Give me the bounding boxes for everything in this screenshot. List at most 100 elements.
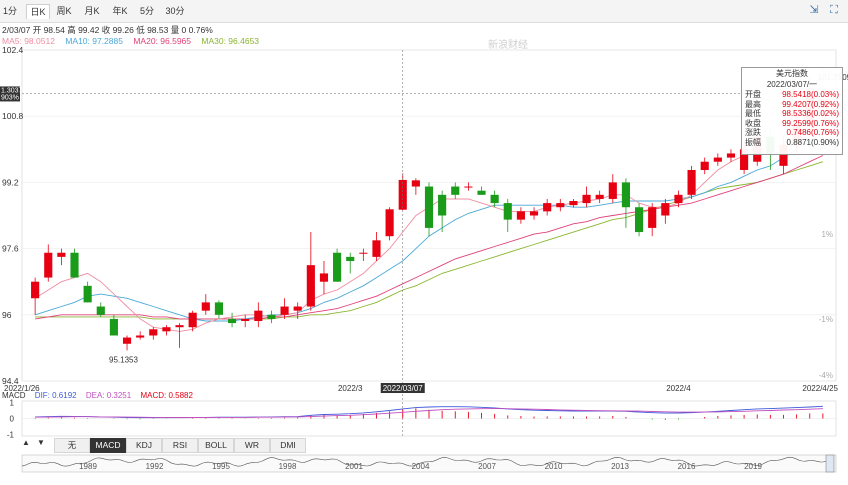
candle[interactable] — [293, 302, 302, 319]
tab-30min[interactable]: 30分 — [165, 6, 185, 16]
tab-1min[interactable]: 1分 — [2, 6, 17, 16]
scroll-down-button[interactable]: ▼ — [37, 438, 45, 447]
candle[interactable] — [122, 335, 132, 351]
price-tick-label: 94.4 — [2, 376, 19, 386]
candle-body — [608, 182, 617, 199]
indicator-tab-rsi[interactable]: RSI — [162, 438, 198, 453]
tab-monthly[interactable]: 月K — [84, 6, 100, 16]
candle[interactable] — [503, 198, 512, 233]
navigator-year-label: 2007 — [478, 462, 496, 471]
candle[interactable] — [267, 310, 276, 324]
history-navigator[interactable] — [21, 454, 837, 473]
scroll-up-button[interactable]: ▲ — [22, 438, 30, 447]
indicator-tab-dmi[interactable]: DMI — [270, 438, 306, 453]
indicator-tab-macd[interactable]: MACD — [90, 438, 126, 453]
candle[interactable] — [451, 182, 460, 199]
candle[interactable] — [516, 207, 525, 224]
candle[interactable] — [201, 294, 210, 315]
candle[interactable] — [477, 186, 486, 195]
candle[interactable] — [556, 198, 565, 212]
candle[interactable] — [57, 248, 66, 266]
indicator-tab-kdj[interactable]: KDJ — [126, 438, 162, 453]
candle-body — [346, 256, 355, 262]
candle[interactable] — [582, 186, 591, 208]
candle[interactable] — [687, 165, 696, 199]
candle[interactable] — [634, 203, 644, 237]
tooltip-high-value: 99.4207(0.92%) — [782, 99, 839, 109]
candle[interactable] — [398, 173, 407, 211]
navigator-year-label: 2001 — [345, 462, 363, 471]
candle[interactable] — [346, 252, 355, 274]
candle[interactable] — [136, 331, 145, 340]
candle-body — [543, 203, 552, 212]
candle[interactable] — [372, 232, 381, 262]
candle[interactable] — [490, 190, 499, 208]
candle[interactable] — [529, 207, 539, 220]
tab-weekly[interactable]: 周K — [56, 6, 72, 16]
candle[interactable] — [175, 323, 184, 348]
candle[interactable] — [306, 232, 315, 311]
candle[interactable] — [280, 298, 289, 319]
candle[interactable] — [96, 302, 105, 317]
candle[interactable] — [44, 244, 53, 282]
candle-body — [293, 306, 302, 311]
dif-label: DIF: 0.6192 — [34, 391, 77, 400]
candle[interactable] — [424, 182, 434, 237]
indicator-tab-boll[interactable]: BOLL — [198, 438, 234, 453]
tab-yearly[interactable]: 年K — [112, 6, 128, 16]
tooltip-date: 2022/03/07/一 — [766, 80, 818, 89]
candle[interactable] — [109, 314, 118, 336]
ma10-line — [34, 132, 824, 322]
candle[interactable] — [713, 153, 722, 166]
candle[interactable] — [438, 190, 447, 233]
candle-body — [595, 194, 604, 199]
candle-body — [490, 194, 499, 204]
candle[interactable] — [700, 157, 709, 175]
candle[interactable] — [621, 178, 631, 228]
candle-body — [83, 285, 92, 303]
candle[interactable] — [319, 261, 329, 295]
candle[interactable] — [70, 248, 79, 278]
candle[interactable] — [648, 203, 657, 237]
candle-body — [687, 169, 696, 195]
candle[interactable] — [333, 248, 342, 282]
expand-icon[interactable]: ⇲ — [809, 4, 819, 16]
candle[interactable] — [31, 277, 40, 315]
ma20-label: MA20: 96.5965 — [133, 36, 191, 46]
candle[interactable] — [188, 310, 197, 332]
date-tick-label: 2022/4/25 — [802, 384, 838, 393]
candle[interactable] — [254, 302, 263, 328]
candle-body — [175, 325, 184, 328]
candle[interactable] — [608, 174, 617, 204]
candle[interactable] — [726, 149, 736, 162]
candle-body — [267, 314, 276, 319]
settings-icon[interactable]: ⛶ — [830, 4, 838, 16]
candle[interactable] — [569, 198, 578, 208]
tab-5min[interactable]: 5分 — [139, 6, 154, 16]
candle[interactable] — [661, 198, 670, 224]
indicator-tab-none[interactable]: 无 — [54, 438, 90, 453]
candle-body — [451, 186, 460, 195]
candle[interactable] — [359, 248, 368, 262]
candle[interactable] — [214, 300, 224, 319]
candle[interactable] — [83, 281, 92, 303]
candle[interactable] — [595, 190, 604, 204]
candle-body — [516, 211, 525, 220]
candle[interactable] — [149, 327, 158, 340]
price-tick-label: 102.4 — [2, 45, 24, 55]
candle[interactable] — [674, 190, 683, 208]
candle[interactable] — [227, 312, 237, 328]
candle[interactable] — [464, 182, 473, 191]
navigator-line — [21, 456, 830, 467]
navigator-handle[interactable] — [825, 454, 835, 473]
candle[interactable] — [385, 207, 394, 241]
candle-body — [385, 209, 394, 237]
candle[interactable] — [241, 314, 250, 328]
dif-line — [35, 405, 823, 419]
candle[interactable] — [162, 325, 171, 336]
tab-daily[interactable]: 日K — [26, 4, 50, 19]
candle[interactable] — [543, 198, 552, 216]
indicator-tab-wr[interactable]: WR — [234, 438, 270, 453]
candle[interactable] — [411, 178, 420, 195]
